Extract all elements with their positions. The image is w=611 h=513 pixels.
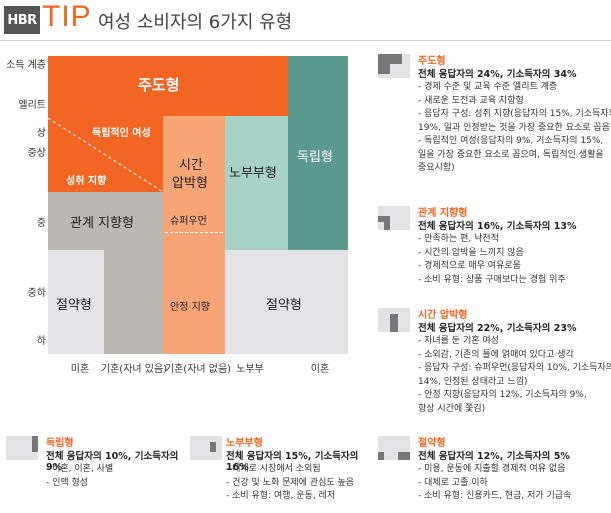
panel-empty-nester-list: - 대체로 시장에서 소외됨 - 건강 및 노화 문제에 관심도 높음 - 소비… xyxy=(226,463,354,504)
list-item: - 소비 유형: 신용카드, 현금, 저가 기급속 xyxy=(418,491,572,501)
panel-independent-title: 독립형 xyxy=(46,438,74,449)
list-item: - 경제 수준 및 교육 수준 엘리트 계층 xyxy=(418,82,558,92)
list-item: - 건강 및 노화 문제에 관심도 높음 xyxy=(226,477,355,488)
panel-empty-nester-stat: 전체 응답자의 15%, 기소득자의 16% xyxy=(226,451,359,473)
list-item: 항상 시간에 쫓김) xyxy=(418,403,486,414)
panel-independent-stat: 전체 응답자의 10%, 기소득자의 9% xyxy=(46,451,179,473)
block-achiever-lower xyxy=(48,116,163,192)
panel-achiever-stat: 전체 응답자의 24%, 기소득자의 34% xyxy=(418,69,577,80)
label-time-starved-1: 시간 xyxy=(179,158,203,173)
list-item: - 경제적으로 매우 여유로움 xyxy=(418,261,521,271)
panel-time-starved-list: - 자녀를 둔 기혼 여성 - 소외감, 기존의 틀에 얽매여 있다고 생각 -… xyxy=(418,335,611,416)
panel-relationship-stat: 전체 응답자의 16%, 기소득자의 13% xyxy=(418,221,577,232)
label-independent-woman: 독립적인 여성 xyxy=(92,128,151,139)
independent-mini-icon xyxy=(6,436,38,460)
panel-thrifty-stat: 전체 응답자의 12%, 기소득자의 5% xyxy=(418,451,570,462)
list-item: - 자녀를 둔 기혼 여성 xyxy=(418,336,499,346)
block-independent xyxy=(288,56,348,250)
label-empty-nester: 노부부형 xyxy=(229,166,277,181)
panel-relationship-title: 관계 지향형 xyxy=(418,208,468,219)
panel-achiever-title: 주도형 xyxy=(418,56,446,67)
list-item: - 미혼, 이혼, 사별 xyxy=(46,464,114,474)
divider-dashed-2 xyxy=(165,232,223,233)
block-thrifty-right xyxy=(225,250,348,354)
tip-logo: TIP xyxy=(42,0,92,33)
panel-independent-list: - 미혼, 이혼, 사별 - 인맥 형성 xyxy=(46,463,113,490)
label-achiever: 주도형 xyxy=(138,76,180,94)
block-achiever xyxy=(48,56,288,116)
y-axis-label-elite: 엘리트 xyxy=(18,100,46,111)
block-time-starved xyxy=(163,116,225,354)
x-axis-label-divorced: 이혼 xyxy=(310,364,330,375)
panel-thrifty-title: 절약형 xyxy=(418,438,446,449)
segment-chart: 주도형 독립적인 여성 성취 지향 시간 압박형 슈퍼우먼 안정 지향 노부부형… xyxy=(48,56,348,354)
list-item: - 시간의 압박을 느끼지 않음 xyxy=(418,247,524,258)
y-axis-label-lower-middle: 중하 xyxy=(27,288,46,299)
label-super-mom: 슈퍼우먼 xyxy=(170,216,207,227)
panel-thrifty-list: - 미용, 운동에 지출할 경제적 여유 없음 - 대체로 고졸 이하 - 소비… xyxy=(418,463,571,504)
label-stable-oriented: 안정 지향 xyxy=(170,302,210,313)
x-axis-label-single: 미혼 xyxy=(70,364,90,375)
block-relationship xyxy=(48,192,163,250)
block-thrifty-left xyxy=(48,250,104,354)
list-item: 14%, 인정된 상태라고 느낌) xyxy=(418,376,528,387)
list-item: - 대체로 시장에서 소외됨 xyxy=(226,464,321,474)
thrifty-mini-icon xyxy=(378,436,410,460)
x-axis-label-married-kids: 기혼(자녀 있음) xyxy=(100,364,168,375)
list-item: - 소비 유형: 여행, 운동, 레저 xyxy=(226,491,336,501)
panel-achiever-list: - 경제 수준 및 교육 수준 엘리트 계층 - 새로운 도전과 교육 지향형 … xyxy=(418,81,611,176)
time-starved-mini-icon xyxy=(378,308,410,332)
empty-nester-mini-icon xyxy=(190,436,222,460)
label-success-oriented: 성취 지향 xyxy=(66,176,107,187)
page-title: 여성 소비자의 6가지 유형 xyxy=(98,12,293,33)
x-axis-label-married-no-kids: 기혼(자녀 없음) xyxy=(164,364,232,375)
panel-empty-nester-title: 노부부형 xyxy=(226,438,263,449)
list-item: - 응답자 구성: 슈퍼우먼(응답자의 10%, 기소득자의 xyxy=(418,363,611,373)
list-item: 일을 가장 중요한 요소로 꼽으며, 독립적인 생활을 xyxy=(418,149,604,160)
hbr-logo: HBR xyxy=(4,6,40,34)
list-item: - 독립적인 여성(응답자의 9%, 기소득자의 15%, xyxy=(418,136,604,146)
list-item: - 미용, 운동에 지출할 경제적 여유 없음 xyxy=(418,464,566,474)
label-relationship: 관계 지향형 xyxy=(70,216,134,231)
divider-dashed xyxy=(48,117,163,192)
label-time-starved-2: 압박형 xyxy=(172,176,208,191)
list-item: 19%, 일과 인정받는 것을 가장 중요한 요소로 꼽음) xyxy=(418,122,611,133)
achiever-mini-icon xyxy=(378,54,410,78)
list-item: 중요시함) xyxy=(418,163,455,173)
list-item: - 응답자 구성: 성취 지향(응답자의 15%, 기소득자의 xyxy=(418,109,611,119)
panel-relationship-list: - 만족하는 편, 낙천적 - 시간의 압박을 느끼지 않음 - 경제적으로 매… xyxy=(418,233,566,287)
y-axis-label-low: 하 xyxy=(36,336,46,347)
panel-time-starved-title: 시간 압박형 xyxy=(418,310,468,321)
list-item: - 대체로 고졸 이하 xyxy=(418,477,488,488)
label-thrifty-right: 절약형 xyxy=(266,298,302,313)
panel-time-starved-stat: 전체 응답자의 22%, 기소득자의 23% xyxy=(418,323,577,334)
block-empty-nester xyxy=(225,116,288,250)
header-divider xyxy=(0,40,611,41)
label-thrifty-left: 절약형 xyxy=(56,298,92,313)
list-item: - 만족하는 편, 낙천적 xyxy=(418,234,499,244)
list-item: - 새로운 도전과 교육 지향형 xyxy=(418,95,524,106)
block-relationship-lower xyxy=(104,250,163,354)
list-item: - 소비 유형: 상품 구매보다는 경험 위주 xyxy=(418,274,566,285)
list-item: - 인맥 형성 xyxy=(46,477,89,488)
y-axis-label-income: 소득 계층 xyxy=(6,60,46,71)
y-axis-label-middle: 중 xyxy=(36,218,46,229)
list-item: - 소외감, 기존의 틀에 얽매여 있다고 생각 xyxy=(418,349,574,360)
y-axis-label-high: 상 xyxy=(36,128,46,139)
y-axis-label-upper-middle: 중상 xyxy=(27,148,46,159)
relationship-mini-icon xyxy=(378,206,410,230)
label-independent: 독립형 xyxy=(297,150,333,165)
list-item: - 안정 지향(응답자의 12%, 기소득자의 9%, xyxy=(418,390,587,400)
x-axis-label-elderly-couple: 노부부 xyxy=(236,364,264,375)
